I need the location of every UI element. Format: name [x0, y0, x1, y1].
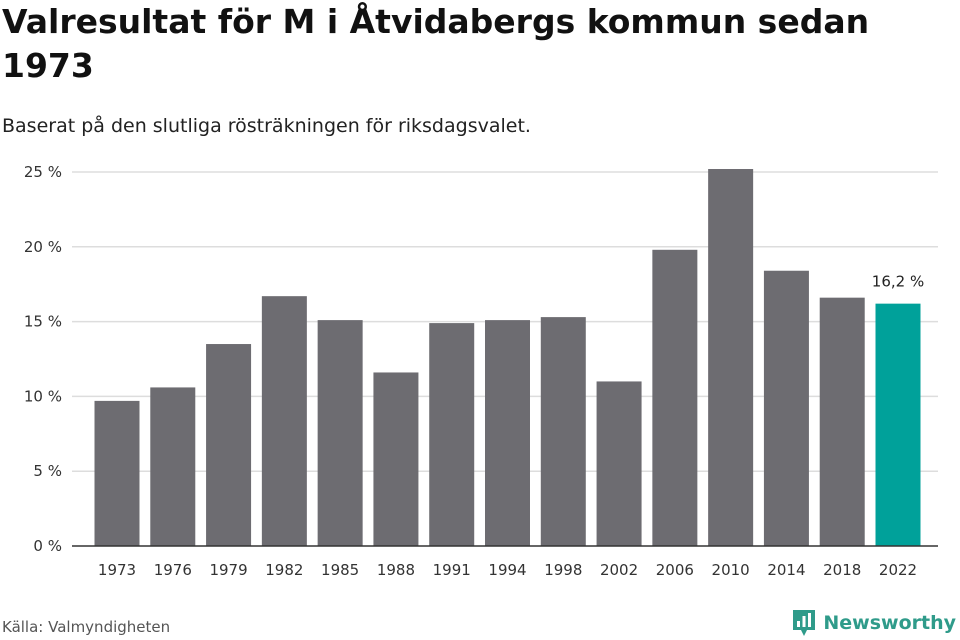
- bar-1994: [485, 320, 530, 546]
- y-tick-label: 15 %: [24, 313, 62, 331]
- x-tick-label: 2002: [600, 561, 638, 579]
- chart-subtitle: Baserat på den slutliga rösträkningen fö…: [2, 115, 531, 137]
- newsworthy-logo-icon: [793, 610, 816, 636]
- x-tick-label: 1973: [98, 561, 136, 579]
- bar-1976: [150, 387, 196, 546]
- bar-1998: [540, 317, 586, 546]
- data-label-2022: 16,2 %: [872, 273, 924, 291]
- y-tick-label: 0 %: [33, 537, 62, 555]
- x-tick-label: 1994: [488, 561, 526, 579]
- bar-2022: [875, 303, 921, 546]
- chart-title: Valresultat för M i Åtvidabergs kommun s…: [2, 2, 870, 85]
- x-tick-label: 1998: [544, 561, 582, 579]
- bars: [94, 169, 921, 547]
- brand-logo[interactable]: Newsworthy: [791, 608, 956, 638]
- source-note: Källa: Valmyndigheten: [2, 618, 171, 636]
- bar-2014: [763, 270, 809, 546]
- bar-1979: [206, 344, 252, 546]
- y-tick-label: 20 %: [24, 238, 62, 256]
- bar-1985: [317, 320, 363, 546]
- x-tick-label: 2014: [767, 561, 805, 579]
- x-tick-label: 1979: [209, 561, 247, 579]
- x-tick-label: 1988: [377, 561, 415, 579]
- bar-1991: [429, 323, 475, 546]
- y-tick-label: 5 %: [33, 462, 62, 480]
- bar-2006: [652, 249, 698, 547]
- x-tick-label: 2006: [656, 561, 694, 579]
- x-tick-label: 1985: [321, 561, 359, 579]
- y-tick-label: 10 %: [24, 387, 62, 405]
- tick-labels: 0 % 5 % 10 % 15 % 20 % 25 % 1973 1976 1979 1982 19…: [24, 163, 924, 579]
- x-tick-label: 2018: [823, 561, 861, 579]
- y-tick-label: 25 %: [24, 163, 62, 181]
- brand-name: Newsworthy: [823, 612, 956, 634]
- x-tick-label: 2010: [712, 561, 750, 579]
- bar-1988: [373, 372, 419, 546]
- bar-2002: [596, 381, 642, 546]
- bar-2018: [819, 297, 865, 546]
- bar-1982: [261, 296, 307, 546]
- x-tick-label: 1982: [265, 561, 303, 579]
- x-tick-label: 1991: [433, 561, 471, 579]
- bar-2010: [708, 169, 754, 546]
- x-tick-label: 2022: [879, 561, 917, 579]
- bar-1973: [94, 400, 140, 546]
- x-tick-label: 1976: [154, 561, 192, 579]
